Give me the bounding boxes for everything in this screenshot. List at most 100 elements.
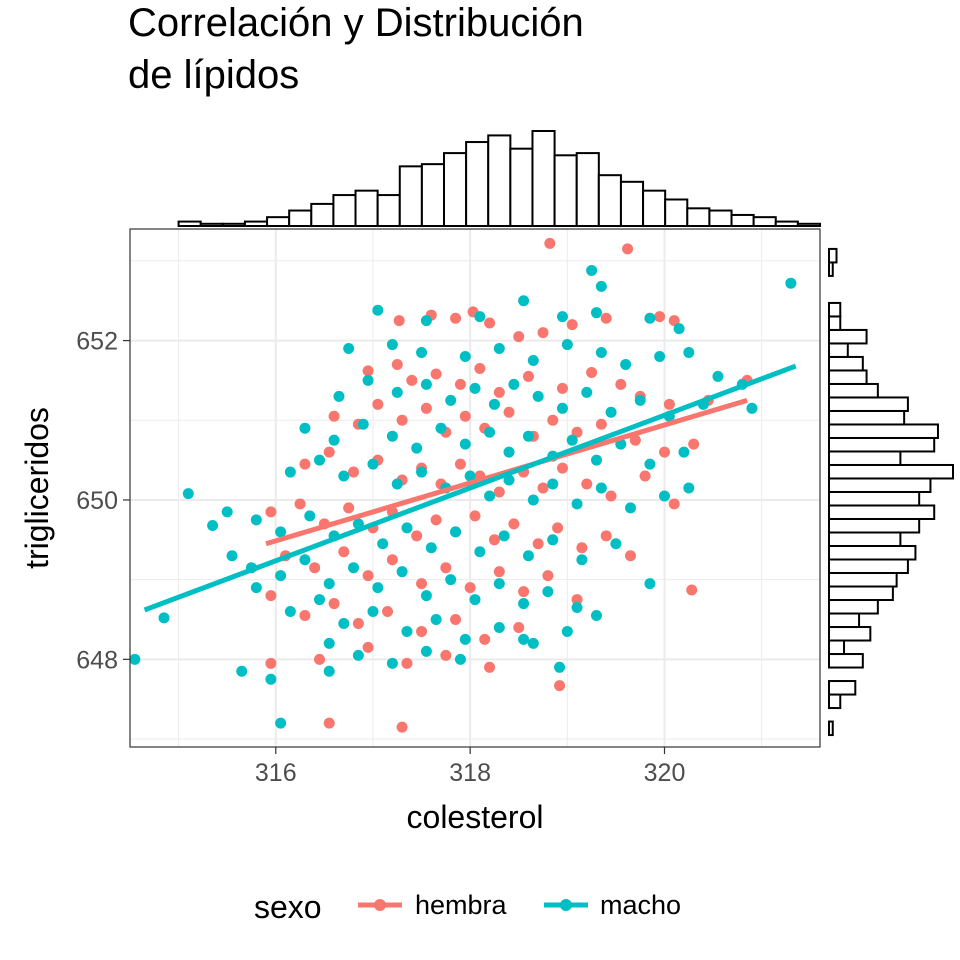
scatter-point-hembra: [552, 522, 564, 534]
scatter-point-hembra: [440, 649, 452, 661]
histogram-bar-x: [597, 174, 622, 228]
scatter-point-macho: [420, 645, 432, 657]
legend-dot-macho: [560, 899, 572, 911]
scatter-point-macho: [367, 606, 379, 618]
histogram-bar-y: [828, 355, 864, 372]
scatter-point-macho: [416, 466, 428, 478]
y-tick-label: 652: [76, 328, 118, 356]
scatter-point-macho: [420, 378, 432, 390]
scatter-point-macho: [284, 606, 296, 618]
scatter-point-hembra: [352, 617, 364, 629]
scatter-point-macho: [576, 554, 588, 566]
scatter-point-macho: [299, 422, 311, 434]
scatter-point-macho: [522, 550, 534, 562]
scatter-point-macho: [372, 304, 384, 316]
scatter-point-hembra: [654, 311, 666, 323]
histogram-bar-y: [828, 531, 902, 547]
scatter-point-hembra: [323, 446, 335, 458]
scatter-point-hembra: [382, 606, 394, 618]
scatter-point-hembra: [503, 406, 515, 418]
chart-title-line-2: de lípidos: [128, 53, 300, 97]
histogram-bar-x: [774, 220, 799, 227]
legend-label-hembra: hembra: [415, 890, 508, 920]
legend: sexo hembra macho: [254, 889, 681, 925]
scatter-point-hembra: [343, 502, 355, 514]
scatter-point-macho: [338, 617, 350, 629]
scatter-point-hembra: [556, 462, 568, 474]
scatter-point-hembra: [522, 370, 534, 382]
histogram-bar-y: [828, 315, 842, 331]
scatter-point-hembra: [542, 570, 554, 582]
histogram-bar-x: [376, 194, 401, 227]
scatter-point-macho: [673, 323, 685, 335]
scatter-point-macho: [561, 339, 573, 351]
scatter-point-macho: [275, 570, 287, 582]
scatter-point-macho: [362, 374, 374, 386]
histogram-bar-y: [828, 572, 898, 588]
scatter-point-macho: [348, 562, 360, 574]
scatter-point-macho: [503, 446, 515, 458]
scatter-point-hembra: [416, 578, 428, 590]
histogram-bar-x: [266, 216, 291, 228]
scatter-point-macho: [275, 526, 287, 538]
scatter-point-hembra: [362, 365, 374, 377]
y-tick-label: 650: [76, 487, 118, 515]
scatter-point-macho: [396, 566, 408, 578]
scatter-point-macho: [265, 673, 277, 685]
scatter-point-macho: [522, 430, 534, 442]
histogram-bar-x: [332, 194, 357, 227]
scatter-point-hembra: [338, 546, 350, 558]
scatter-point-hembra: [309, 562, 321, 574]
scatter-point-macho: [508, 378, 520, 390]
scatter-point-macho: [459, 351, 471, 363]
scatter-point-macho: [459, 633, 471, 645]
histogram-bar-x: [443, 152, 468, 227]
scatter-point-macho: [634, 394, 646, 406]
scatter-point-hembra: [595, 418, 607, 430]
scatter-point-hembra: [328, 598, 340, 610]
scatter-point-macho: [454, 653, 466, 665]
scatter-point-macho: [474, 311, 486, 323]
scatter-point-hembra: [532, 538, 544, 550]
scatter-point-hembra: [586, 366, 598, 378]
scatter-point-macho: [644, 458, 656, 470]
scatter-point-macho: [226, 550, 238, 562]
scatter-point-macho: [435, 422, 447, 434]
scatter-point-macho: [518, 295, 530, 307]
histogram-bar-y: [828, 504, 936, 520]
scatter-point-macho: [571, 498, 583, 510]
scatter-point-macho: [484, 490, 496, 502]
histogram-bar-y: [828, 396, 909, 412]
scatter-point-macho: [556, 311, 568, 323]
scatter-point-macho: [785, 277, 797, 289]
scatter-point-macho: [595, 347, 607, 359]
histogram-bar-x: [509, 147, 534, 228]
scatter-point-macho: [314, 454, 326, 466]
scatter-point-macho: [425, 542, 437, 554]
scatter-point-macho: [304, 510, 316, 522]
scatter-point-macho: [561, 625, 573, 637]
histogram-bar-x: [752, 216, 777, 228]
scatter-point-hembra: [372, 398, 384, 410]
scatter-point-hembra: [299, 610, 311, 622]
histogram-bar-x: [398, 165, 423, 227]
scatter-point-hembra: [513, 331, 525, 343]
scatter-point-macho: [367, 458, 379, 470]
scatter-point-macho: [352, 649, 364, 661]
scatter-point-macho: [158, 612, 170, 624]
histogram-bar-y: [828, 639, 846, 656]
scatter-point-macho: [430, 613, 442, 625]
scatter-point-macho: [323, 665, 335, 677]
scatter-point-macho: [493, 343, 505, 355]
scatter-point-hembra: [401, 657, 413, 669]
histogram-bar-y: [828, 558, 909, 575]
scatter-point-macho: [377, 538, 389, 550]
histogram-bar-y: [828, 328, 868, 345]
scatter-point-hembra: [396, 414, 408, 426]
scatter-point-hembra: [571, 594, 583, 606]
scatter-point-macho: [372, 582, 384, 594]
histogram-bar-y: [828, 653, 864, 669]
scatter-point-macho: [314, 594, 326, 606]
scatter-point-macho: [527, 494, 539, 506]
